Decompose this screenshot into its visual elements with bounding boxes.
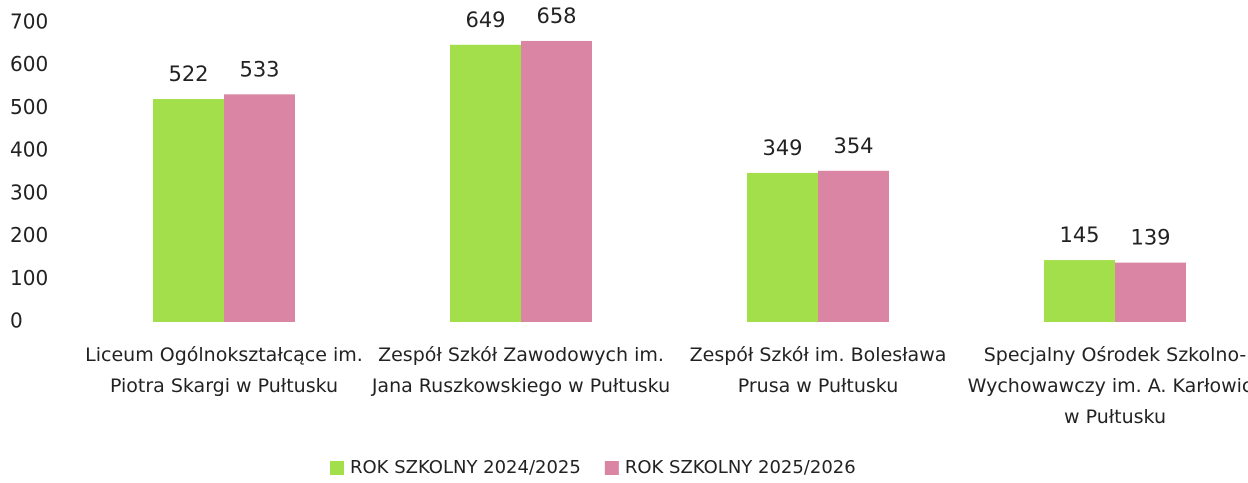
data-label: 533 — [239, 57, 279, 81]
legend-swatch — [330, 461, 344, 475]
bar — [1044, 260, 1115, 322]
y-tick-label: 400 — [10, 138, 48, 162]
data-label: 649 — [465, 8, 505, 32]
y-tick-label: 200 — [10, 223, 48, 247]
x-tick-label: Specjalny Ośrodek Szkolno-Wychowawczy im… — [967, 344, 1248, 428]
legend-label: ROK SZKOLNY 2025/2026 — [625, 457, 856, 478]
data-label: 139 — [1130, 226, 1170, 250]
bar — [1115, 262, 1186, 322]
data-label: 354 — [833, 134, 873, 158]
bar — [153, 99, 224, 322]
x-tick-label: Zespół Szkół im. Bolesława Prusa w Pułtu… — [689, 344, 947, 397]
y-tick-label: 600 — [10, 52, 48, 76]
bar — [224, 94, 295, 322]
x-tick-label: Zespół Szkół Zawodowych im. Jana Ruszkow… — [371, 344, 671, 397]
legend-swatch — [604, 461, 619, 475]
bar — [521, 40, 592, 322]
x-tick-label: Liceum Ogólnokształcące im. Piotra Skarg… — [85, 344, 363, 397]
y-tick-label: 300 — [10, 180, 48, 204]
data-label: 658 — [536, 4, 576, 28]
bar — [450, 44, 521, 322]
data-label: 145 — [1059, 223, 1099, 247]
bar — [818, 170, 889, 322]
y-tick-label: 100 — [10, 266, 48, 290]
data-label: 522 — [168, 62, 208, 86]
y-tick-label: 500 — [10, 95, 48, 119]
legend-label: ROK SZKOLNY 2024/2025 — [350, 457, 581, 478]
data-label: 349 — [762, 136, 802, 160]
y-tick-label: 0 — [10, 309, 23, 333]
y-tick-label: 700 — [10, 10, 48, 34]
bar — [747, 172, 818, 322]
